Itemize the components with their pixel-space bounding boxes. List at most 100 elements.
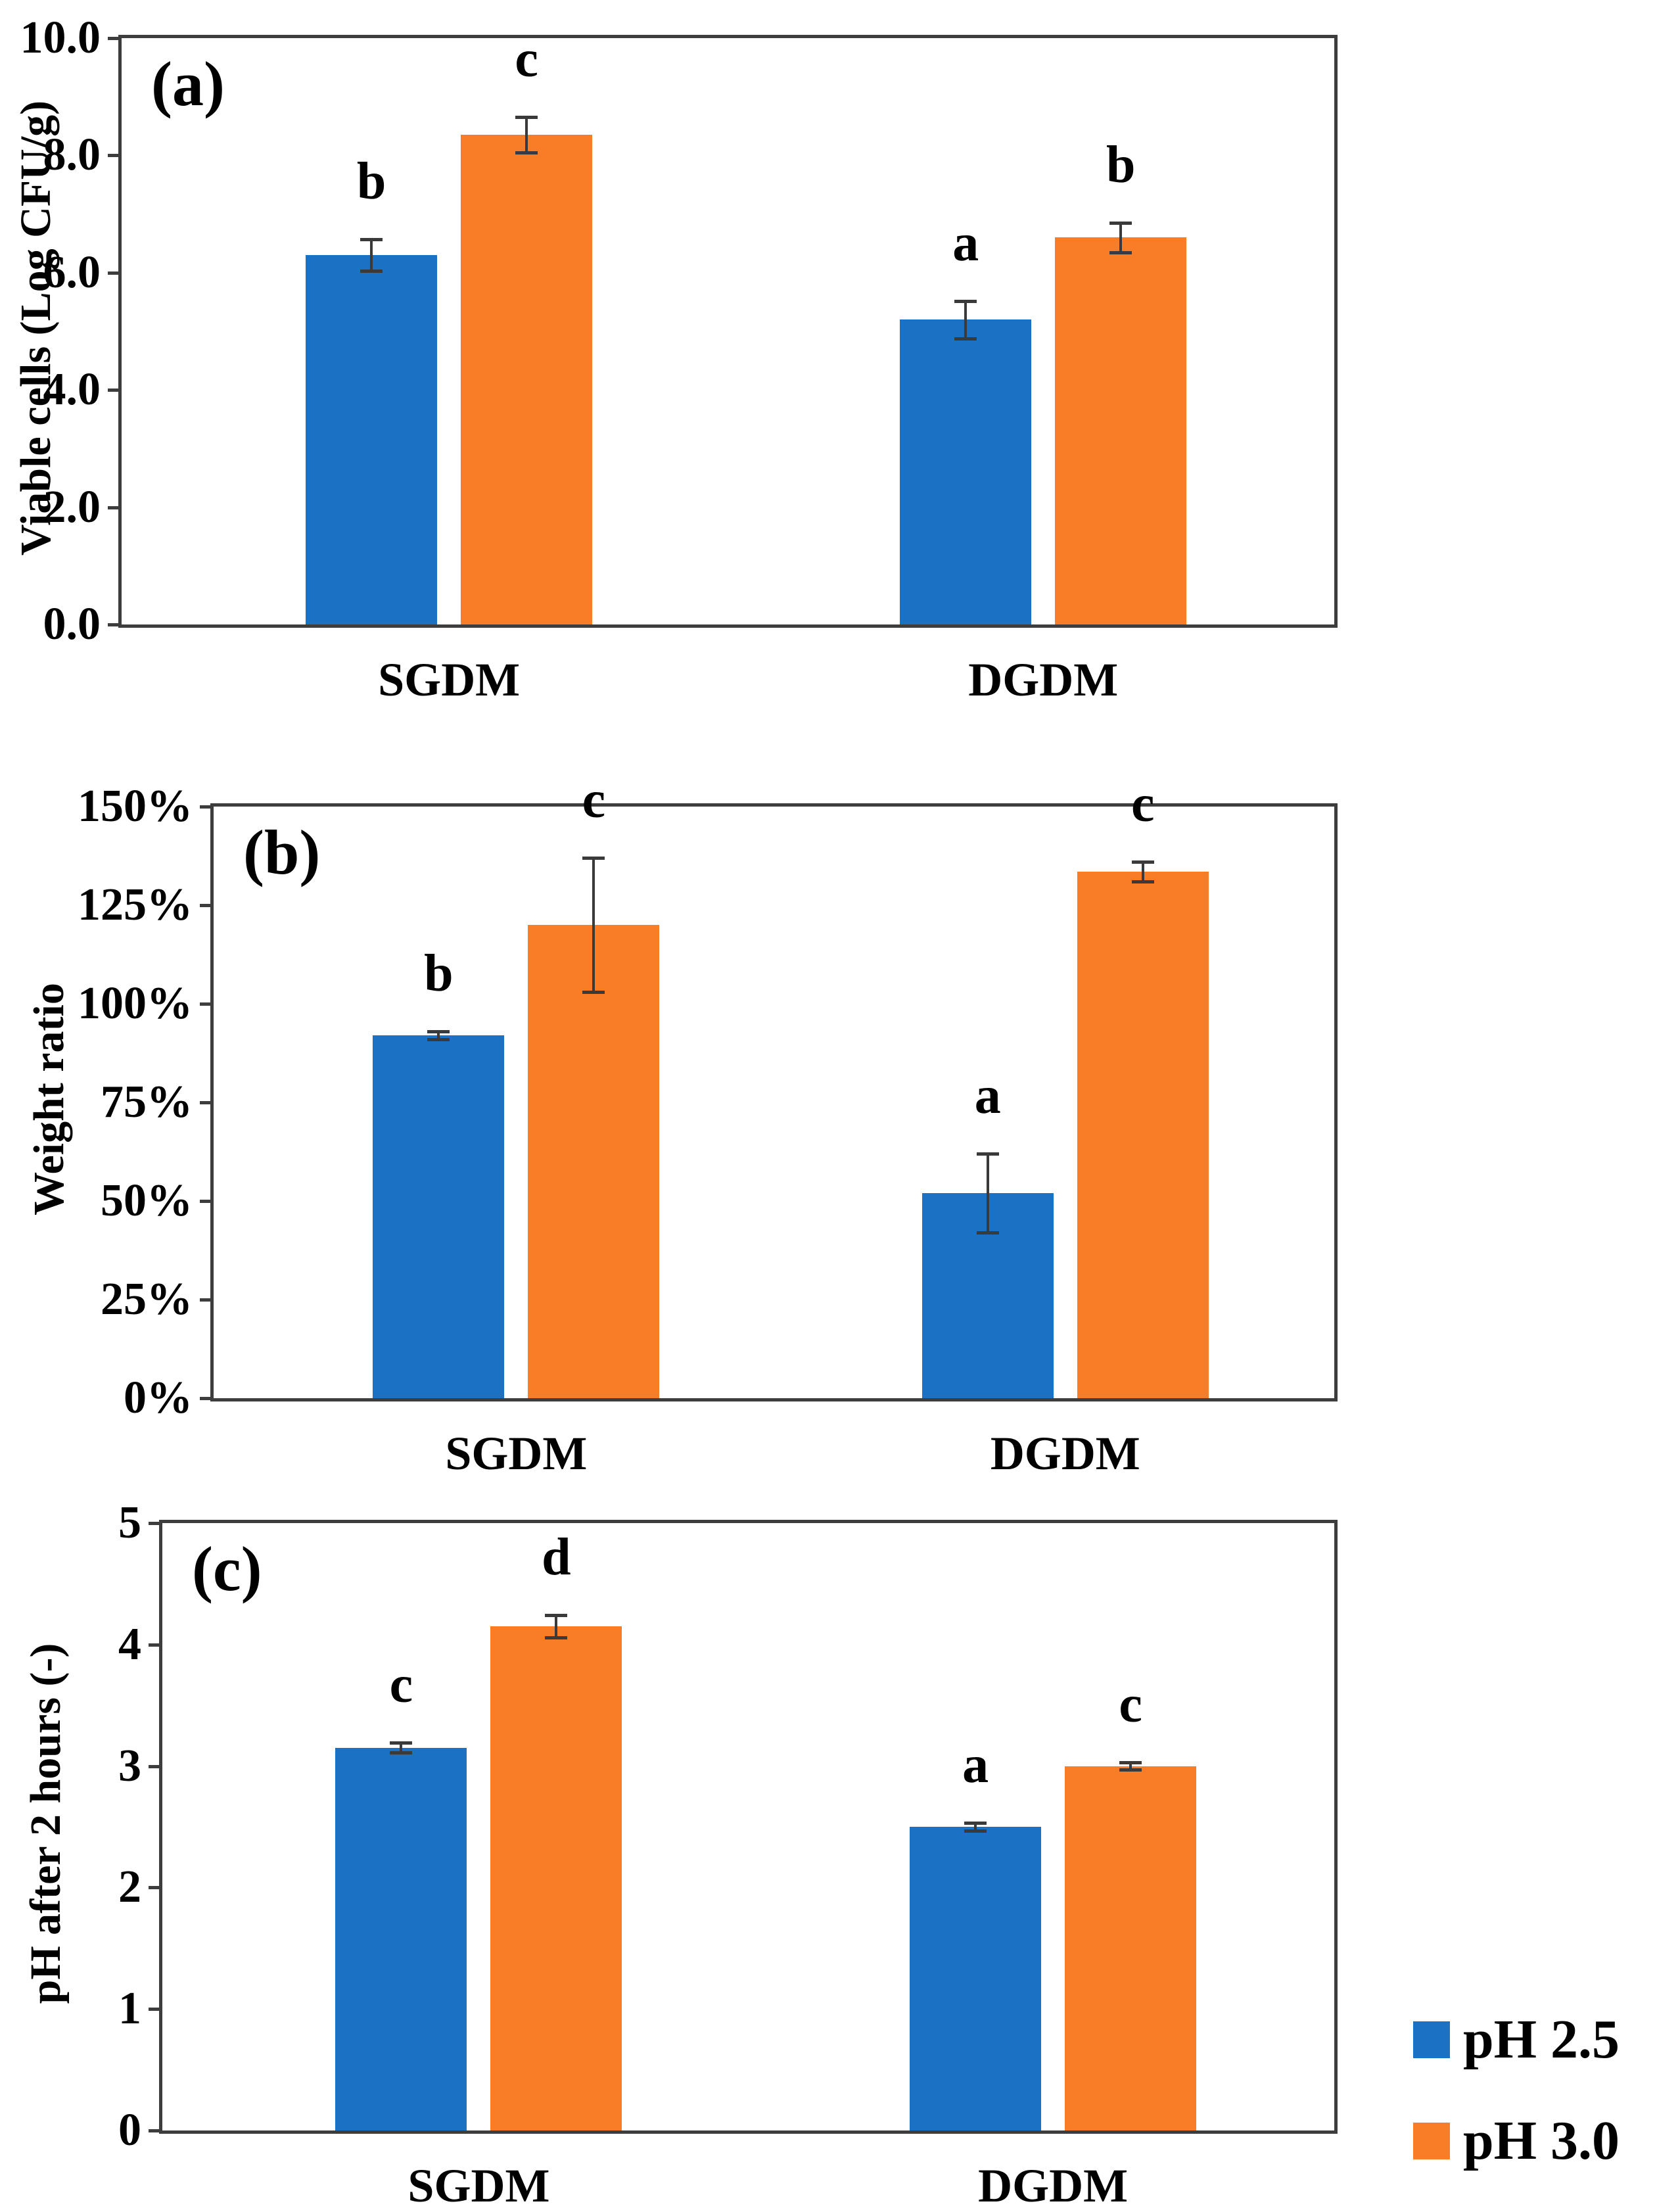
y-tick-label: 10.0 <box>20 12 101 63</box>
y-axis-title-a: Viable cells (Log CFU/g) <box>12 100 60 556</box>
y-tick-mark <box>108 623 118 626</box>
y-tick-mark <box>108 506 118 509</box>
error-bar-cap-top <box>976 1152 999 1156</box>
significance-letter: a <box>962 1736 989 1795</box>
plot-area-a: (a) 0.0 2.0 4.0 6.0 8.0 10.0 SGDM b c DGDM a b <box>20 15 1338 703</box>
bar-dgdm-ph3.0 <box>1077 872 1209 1398</box>
y-tick-mark <box>200 1298 210 1302</box>
error-bar-cap-bottom <box>545 1635 568 1639</box>
bar-dgdm-ph3.0 <box>1055 237 1187 624</box>
error-bar-cap-bottom <box>1119 1768 1142 1772</box>
y-tick-label: 4 <box>118 1618 141 1670</box>
error-bar <box>370 239 373 271</box>
error-bar <box>525 117 528 153</box>
error-bar-cap-bottom <box>1109 250 1132 254</box>
legend-swatch-ph25 <box>1413 2021 1450 2058</box>
error-bar-cap-bottom <box>515 151 538 154</box>
bar-sgdm-ph2.5 <box>335 1747 467 2130</box>
bar-sgdm-ph3.0 <box>528 925 660 1398</box>
y-tick-mark <box>108 388 118 392</box>
y-tick-mark <box>149 2008 159 2012</box>
y-tick-mark <box>108 154 118 158</box>
y-tick-mark <box>149 1522 159 1525</box>
significance-letter: b <box>356 152 386 210</box>
error-bar <box>964 300 967 339</box>
significance-letter: a <box>974 1067 1001 1125</box>
legend-swatch-ph30 <box>1413 2123 1450 2159</box>
error-bar <box>974 1823 977 1831</box>
y-tick-label: 50% <box>101 1175 193 1226</box>
y-tick-label: 6.0 <box>43 247 101 298</box>
y-tick-label: 0 <box>118 2105 141 2155</box>
error-bar <box>555 1615 558 1637</box>
error-bar <box>437 1031 440 1039</box>
y-tick-label: 4.0 <box>43 364 101 415</box>
error-bar-cap-top <box>545 1614 568 1618</box>
y-tick-mark <box>108 271 118 275</box>
y-tick-label: 2 <box>118 1862 141 1913</box>
significance-letter: c <box>1119 1676 1142 1734</box>
error-bar-cap-bottom <box>976 1231 999 1235</box>
error-bar-cap-bottom <box>582 991 605 994</box>
error-bar-cap-top <box>964 1822 987 1825</box>
y-tick-label: 100% <box>78 978 193 1029</box>
significance-letter: b <box>424 945 454 1002</box>
error-bar-cap-bottom <box>360 270 383 273</box>
y-tick-mark <box>200 1002 210 1006</box>
bar-dgdm-ph2.5 <box>900 319 1032 624</box>
bar-dgdm-ph3.0 <box>1065 1766 1197 2130</box>
y-tick-mark <box>108 37 118 40</box>
legend-item-ph30: pH 3.0 <box>1413 2111 1620 2171</box>
error-bar <box>986 1154 989 1233</box>
x-category-label: SGDM <box>378 653 521 706</box>
error-bar-cap-top <box>1119 1761 1142 1765</box>
legend-label-ph30: pH 3.0 <box>1463 2110 1620 2171</box>
significance-letter: a <box>952 214 979 272</box>
x-category-label: DGDM <box>978 2159 1129 2212</box>
y-tick-label: 2.0 <box>43 481 101 532</box>
significance-letter: c <box>1131 775 1155 833</box>
error-bar-cap-bottom <box>964 1829 987 1833</box>
significance-letter: c <box>389 1656 413 1714</box>
bar-sgdm-ph3.0 <box>461 135 593 624</box>
plot-area-c: (c) 0 1 2 3 4 5 SGDM c d DGDM a c <box>118 1500 1338 2209</box>
x-category-label: DGDM <box>990 1427 1140 1480</box>
error-bar <box>1119 222 1123 252</box>
y-tick-mark <box>200 1101 210 1104</box>
error-bar-cap-bottom <box>390 1751 413 1755</box>
y-tick-mark <box>149 1764 159 1768</box>
error-bar-cap-top <box>515 116 538 120</box>
error-bar <box>1141 862 1144 882</box>
y-tick-mark <box>200 904 210 907</box>
significance-letter: c <box>582 771 606 829</box>
panel-letter-b: (b) <box>243 817 321 887</box>
panel-letter-c: (c) <box>192 1534 262 1604</box>
y-axis-title-b: Weight ratio <box>25 983 73 1215</box>
bar-sgdm-ph3.0 <box>490 1626 622 2130</box>
y-tick-mark <box>149 2129 159 2132</box>
error-bar <box>1129 1762 1132 1770</box>
error-bar-cap-top <box>427 1030 450 1033</box>
y-tick-label: 0.0 <box>43 599 101 649</box>
legend-item-ph25: pH 2.5 <box>1413 2010 1620 2069</box>
error-bar <box>400 1743 403 1753</box>
bar-dgdm-ph2.5 <box>910 1827 1042 2130</box>
x-category-label: DGDM <box>968 653 1119 706</box>
bar-sgdm-ph2.5 <box>373 1035 505 1398</box>
y-tick-label: 0% <box>124 1373 193 1423</box>
error-bar-cap-top <box>360 237 383 241</box>
y-axis-title-c: pH after 2 hours (-) <box>22 1643 70 2004</box>
error-bar-cap-top <box>582 857 605 860</box>
error-bar-cap-top <box>1109 221 1132 225</box>
plot-area-b: (b) 0% 25% 50% 75% 100% 125% 150% SGDM b c DGDM a c <box>78 772 1338 1477</box>
legend-label-ph25: pH 2.5 <box>1463 2009 1620 2070</box>
bar-dgdm-ph2.5 <box>921 1193 1054 1398</box>
y-tick-label: 3 <box>118 1740 141 1791</box>
y-tick-mark <box>200 1397 210 1400</box>
error-bar <box>592 858 595 992</box>
y-tick-label: 5 <box>118 1497 141 1548</box>
significance-letter: b <box>1106 135 1136 194</box>
y-tick-label: 150% <box>78 781 193 832</box>
